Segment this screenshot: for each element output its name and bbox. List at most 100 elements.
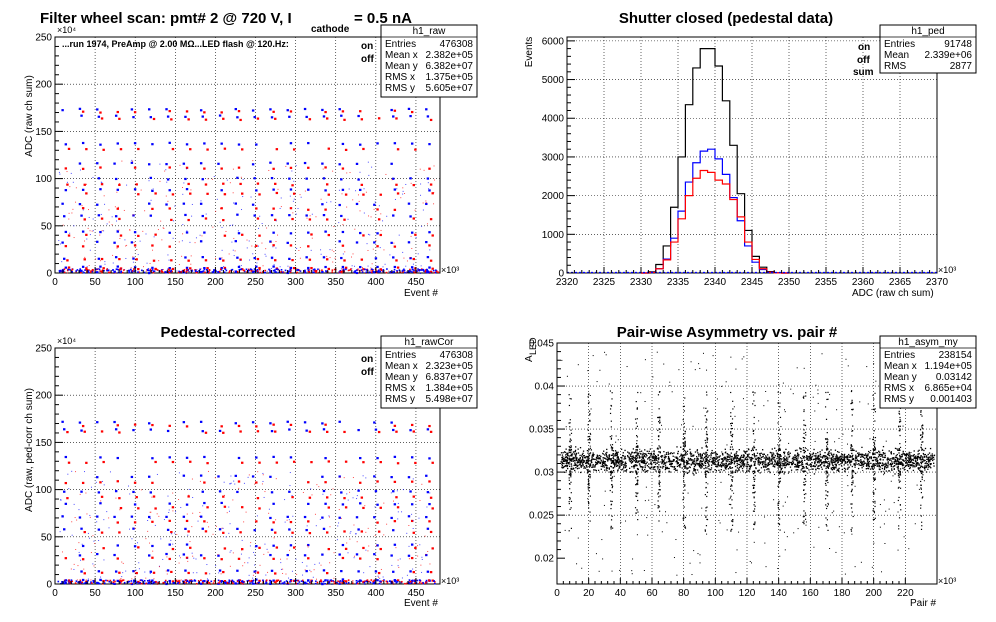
- cor-point-noise: [393, 583, 395, 585]
- asym-point: [712, 459, 714, 461]
- asym-point: [885, 467, 888, 469]
- asym-point: [696, 457, 699, 459]
- raw-point-baseline: [109, 271, 111, 274]
- asym-point: [922, 466, 924, 468]
- asym-point: [788, 456, 790, 458]
- raw-point-noise: [378, 205, 380, 207]
- asym-point: [844, 460, 847, 463]
- raw-point-on: [409, 177, 412, 180]
- asym-point: [668, 456, 670, 459]
- raw-point-off: [289, 244, 293, 247]
- asym-point: [689, 448, 691, 451]
- raw-point-baseline: [215, 270, 217, 272]
- cor-point-noise: [240, 553, 242, 555]
- asym-point: [792, 462, 794, 465]
- raw-point-noise: [261, 270, 263, 272]
- asym-point: [736, 462, 738, 465]
- cor-point-baseline: [369, 581, 372, 584]
- asym-point: [568, 451, 570, 453]
- raw-point-off: [203, 167, 206, 170]
- cor-point-on: [407, 476, 411, 479]
- cor-point-on: [234, 422, 237, 425]
- cor-point-on: [305, 570, 308, 573]
- cor-point-on: [426, 428, 430, 431]
- cor-point-noise: [60, 499, 62, 501]
- raw-point-noise: [264, 253, 266, 255]
- asym-point: [928, 460, 930, 462]
- raw-point-noise: [434, 271, 436, 273]
- asym-point: [629, 457, 631, 460]
- cor-point-noise: [408, 525, 410, 527]
- asym-point: [744, 458, 746, 460]
- raw-point-noise: [215, 272, 217, 274]
- asym-point: [874, 456, 876, 459]
- asym-point: [704, 462, 706, 464]
- asym-point: [777, 461, 779, 463]
- cor-point-on: [289, 456, 293, 459]
- asym-point: [644, 466, 646, 469]
- raw-point-baseline: [280, 268, 283, 271]
- asym-point: [585, 456, 587, 458]
- cor-point-baseline: [328, 582, 330, 585]
- asym-point: [743, 451, 746, 453]
- raw-point-on: [322, 256, 326, 259]
- cor-point-noise: [326, 583, 328, 585]
- cor-point-baseline: [157, 582, 160, 584]
- asym-point: [680, 453, 682, 455]
- asym-point: [904, 465, 907, 467]
- cor-point-baseline: [300, 580, 303, 582]
- raw-point-noise: [277, 188, 279, 190]
- raw-point-on: [220, 189, 223, 192]
- asym-point: [628, 452, 630, 455]
- asym-point: [861, 467, 863, 469]
- asym-point: [906, 462, 908, 465]
- raw-point-baseline: [131, 270, 134, 272]
- asym-point: [883, 472, 886, 474]
- asym-point: [783, 458, 785, 461]
- cor-ytick-label: 250: [35, 344, 52, 355]
- raw-point-noise: [157, 229, 159, 231]
- raw-point-off: [327, 147, 330, 150]
- cor-point-baseline: [410, 581, 413, 584]
- asym-point: [575, 446, 577, 448]
- asym-point: [612, 458, 615, 460]
- raw-point-on: [114, 256, 118, 259]
- asym-point: [746, 455, 749, 458]
- raw-point-off: [206, 148, 209, 151]
- cor-point-noise: [170, 539, 172, 541]
- cor-point-noise: [311, 494, 313, 496]
- asym-point: [875, 451, 877, 454]
- asym-point: [620, 448, 623, 450]
- asym-point: [846, 455, 849, 458]
- raw-point-off: [343, 118, 346, 121]
- asym-point: [742, 464, 744, 466]
- raw-point-baseline: [290, 269, 292, 271]
- asym-point: [642, 460, 644, 463]
- raw-point-noise: [79, 169, 81, 171]
- asym-point: [771, 455, 773, 458]
- cor-point-baseline: [316, 581, 319, 584]
- asym-point: [661, 467, 664, 469]
- cor-point-baseline: [236, 580, 239, 583]
- cor-point-off: [429, 571, 433, 574]
- raw-point-noise: [429, 249, 431, 251]
- raw-point-off: [154, 233, 157, 236]
- asym-point: [574, 469, 576, 472]
- cor-legend-off: off: [361, 367, 374, 378]
- cor-point-on: [286, 515, 289, 518]
- asym-point: [863, 456, 865, 459]
- asym-point: [809, 454, 812, 456]
- cor-point-on: [393, 503, 397, 506]
- cor-point-noise: [286, 519, 288, 521]
- raw-point-noise: [291, 170, 293, 172]
- cor-point-off: [396, 462, 400, 465]
- asym-point: [662, 460, 665, 462]
- raw-point-baseline: [141, 269, 143, 272]
- raw-point-on: [203, 267, 206, 270]
- asym-point: [615, 463, 617, 465]
- cor-point-noise: [86, 513, 88, 515]
- raw-point-noise: [233, 237, 235, 239]
- asym-point: [832, 459, 834, 462]
- cor-point-noise: [362, 475, 364, 477]
- asym-point: [724, 456, 726, 458]
